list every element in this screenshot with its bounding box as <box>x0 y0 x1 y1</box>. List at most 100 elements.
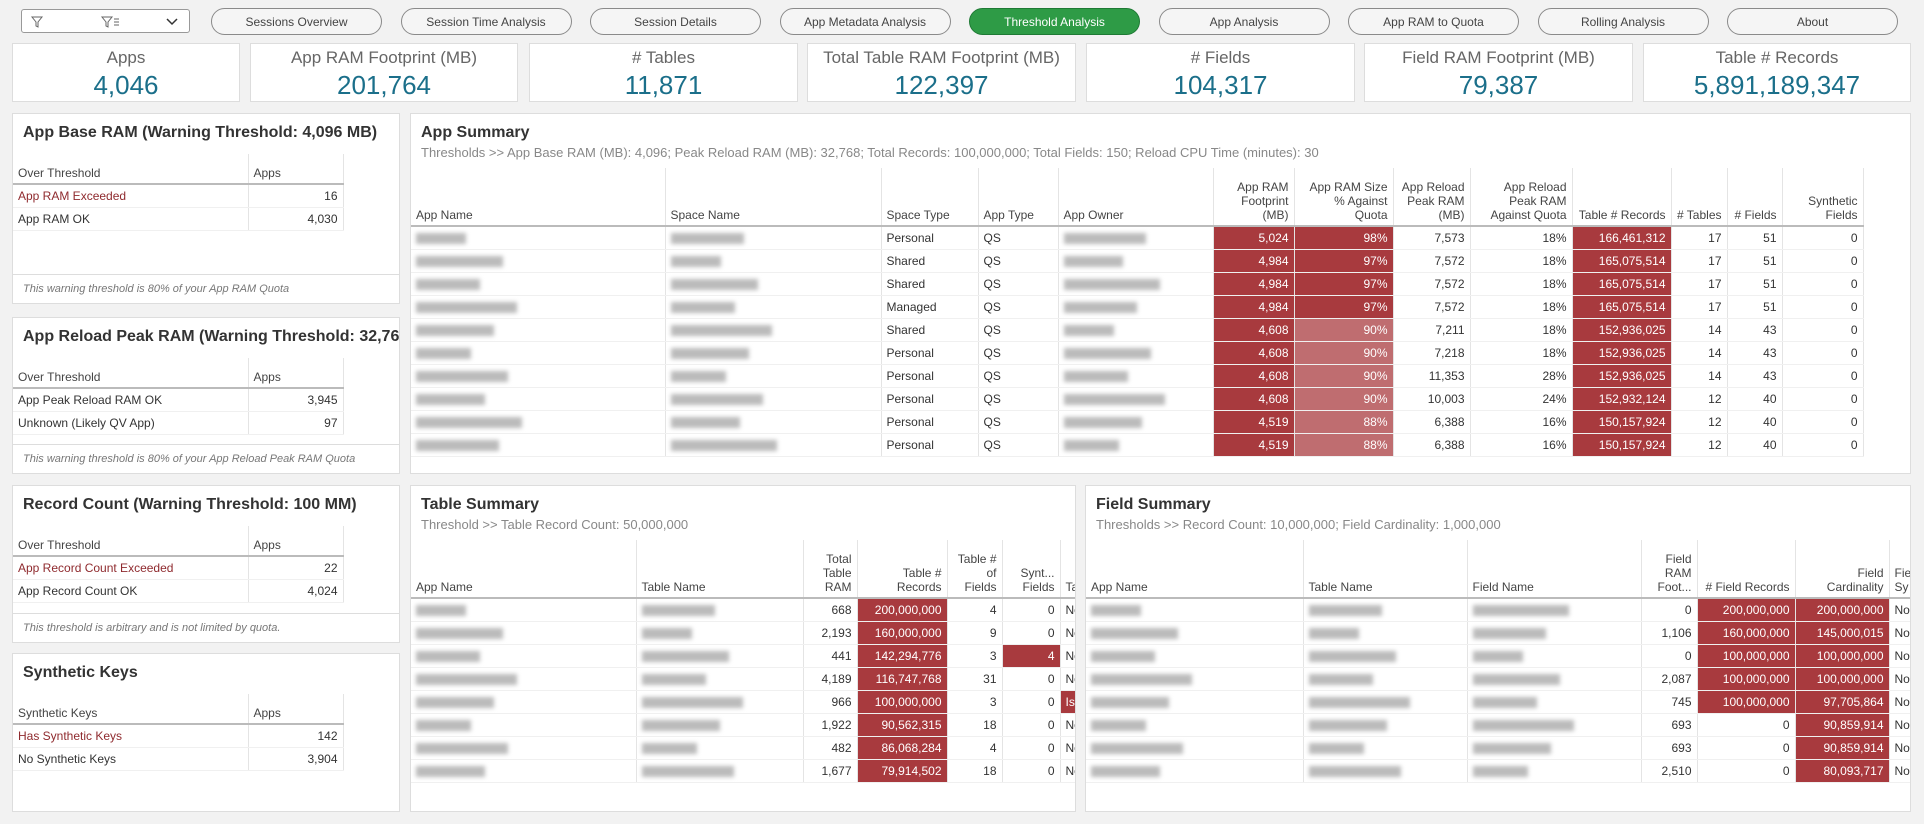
label-cell[interactable]: App RAM OK <box>13 207 249 231</box>
column-header[interactable]: App RAM Footprint (MB) <box>1213 168 1295 227</box>
column-header[interactable]: Space Name <box>665 168 882 227</box>
table-row: Personal QS 5,024 98% 7,573 18% 166,461,312 17 5… <box>411 226 1864 250</box>
blurred-text <box>416 371 508 383</box>
nav-tab[interactable]: App RAM to Quota <box>1348 8 1519 35</box>
label-cell[interactable]: No Synthetic Keys <box>13 747 249 771</box>
redacted-cell <box>1086 759 1304 783</box>
column-header[interactable]: App Name <box>411 168 666 227</box>
blurred-text <box>670 371 726 383</box>
column-header[interactable]: # Fields <box>1727 168 1783 227</box>
threshold-table: Over Threshold Apps App Record Count Excee… <box>13 526 344 603</box>
table-row: Shared QS 4,984 97% 7,572 18% 165,075,514 17 51 0 <box>411 272 1864 296</box>
table-row: App Record Count OK 4,024 <box>13 579 344 603</box>
column-header[interactable]: Table Name <box>636 540 804 599</box>
redacted-cell <box>411 644 637 668</box>
filter-box[interactable] <box>21 9 190 33</box>
nav-tab[interactable]: Sessions Overview <box>211 8 382 35</box>
label-cell[interactable]: Unknown (Likely QV App) <box>13 411 249 435</box>
table-row: 2,087 100,000,000 100,000,000 No <box>1086 667 1910 691</box>
column-header[interactable]: Table # Records <box>857 540 948 599</box>
data-cell: 17 <box>1671 226 1728 250</box>
nav-tab[interactable]: Threshold Analysis <box>969 8 1140 35</box>
column-header: Apps <box>248 358 344 389</box>
nav-tab[interactable]: App Metadata Analysis <box>779 8 951 35</box>
label-cell[interactable]: App Record Count OK <box>13 579 249 603</box>
data-cell: 1,677 <box>803 759 858 783</box>
column-header[interactable]: Synt... Fields <box>1002 540 1061 599</box>
column-header[interactable]: Table # of Fields <box>947 540 1003 599</box>
blurred-text <box>641 766 734 778</box>
nav-tab[interactable]: About <box>1727 8 1898 35</box>
data-cell: 0 <box>1002 598 1061 622</box>
label-cell[interactable]: App Record Count Exceeded <box>13 556 249 580</box>
column-header[interactable]: Fie Sy <box>1889 540 1910 599</box>
nav-tab[interactable]: Rolling Analysis <box>1537 8 1709 35</box>
data-cell: 10,003 <box>1393 387 1471 411</box>
label-cell[interactable]: App Peak Reload RAM OK <box>13 388 249 412</box>
column-header[interactable]: App Name <box>1086 540 1304 599</box>
table-row: Has Synthetic Keys 142 <box>13 724 344 748</box>
redacted-cell <box>665 318 882 342</box>
data-cell: 0 <box>1782 387 1864 411</box>
data-cell: 0 <box>1641 644 1698 668</box>
data-cell: 18% <box>1470 341 1573 365</box>
data-cell: 3 <box>947 644 1003 668</box>
kpi-label: Apps <box>106 48 146 67</box>
nav-tab[interactable]: Session Time Analysis <box>400 8 572 35</box>
column-header[interactable]: App RAM Size % Against Quota <box>1294 168 1394 227</box>
blurred-text <box>1472 697 1537 709</box>
blurred-text <box>1091 766 1160 778</box>
redacted-cell <box>411 318 666 342</box>
kpi-label: # Tables <box>631 48 695 67</box>
column-header[interactable]: # Field Records <box>1697 540 1796 599</box>
column-header[interactable]: Field Name <box>1467 540 1642 599</box>
column-header[interactable]: App Type <box>978 168 1059 227</box>
data-cell: 14 <box>1671 318 1728 342</box>
blurred-text <box>416 743 508 755</box>
blurred-text <box>1063 279 1160 291</box>
field-summary-panel: Field Summary Thresholds >> Record Count:… <box>1085 485 1911 812</box>
blurred-text <box>1472 674 1560 686</box>
data-cell: QS <box>978 226 1059 250</box>
redacted-cell <box>1058 433 1214 457</box>
column-header[interactable]: App Owner <box>1058 168 1214 227</box>
table-row: Personal QS 4,608 90% 11,353 28% 152,936,025 14… <box>411 364 1864 388</box>
data-cell: 4,608 <box>1213 387 1295 411</box>
column-header[interactable]: Synthetic Fields <box>1782 168 1864 227</box>
nav-tab[interactable]: Session Details <box>590 8 761 35</box>
column-header[interactable]: Table Name <box>1303 540 1468 599</box>
label-cell[interactable]: Has Synthetic Keys <box>13 724 249 748</box>
data-cell: 4,519 <box>1213 410 1295 434</box>
column-header[interactable]: Field RAM Foot... <box>1641 540 1698 599</box>
column-header[interactable]: App Reload Peak RAM (MB) <box>1393 168 1471 227</box>
redacted-cell <box>665 387 882 411</box>
column-header: Apps <box>248 694 344 725</box>
column-header[interactable]: Field Cardinality <box>1795 540 1890 599</box>
column-header[interactable]: App Reload Peak RAM Against Quota <box>1470 168 1573 227</box>
column-header[interactable]: Table # Records <box>1572 168 1672 227</box>
threshold-panel: App Base RAM (Warning Threshold: 4,096 M… <box>12 113 400 304</box>
data-cell: 90% <box>1294 318 1394 342</box>
column-header[interactable]: App Name <box>411 540 637 599</box>
data-cell: 18% <box>1470 249 1573 273</box>
redacted-cell <box>1058 272 1214 296</box>
nav-tab[interactable]: App Analysis <box>1158 8 1330 35</box>
data-cell: 0 <box>1782 226 1864 250</box>
blurred-text <box>641 628 692 640</box>
column-header[interactable]: # Tables <box>1671 168 1728 227</box>
data-cell: No <box>1889 667 1910 691</box>
data-cell: QS <box>978 249 1059 273</box>
data-cell: 2,193 <box>803 621 858 645</box>
label-cell[interactable]: App RAM Exceeded <box>13 184 249 208</box>
threshold-panel: Synthetic Keys Synthetic Keys Apps Has Synt… <box>12 653 400 812</box>
data-cell: Managed <box>881 295 979 319</box>
blurred-text <box>1091 743 1183 755</box>
redacted-cell <box>411 295 666 319</box>
column-header[interactable]: Total Table RAM <box>803 540 858 599</box>
column-header[interactable]: Space Type <box>881 168 979 227</box>
column-header[interactable]: Ta <box>1060 540 1075 599</box>
blurred-text <box>416 256 503 268</box>
redacted-cell <box>665 410 882 434</box>
data-cell: Shared <box>881 272 979 296</box>
